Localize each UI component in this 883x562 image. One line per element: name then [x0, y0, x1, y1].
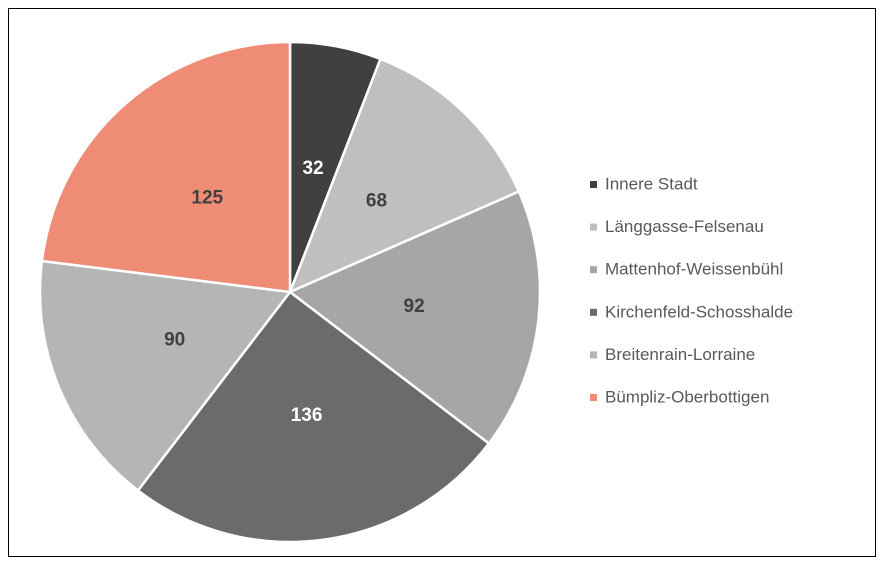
- pie-slice: [38, 259, 293, 493]
- data-label: 125: [191, 187, 223, 208]
- pie-slice: [136, 290, 491, 544]
- legend-label: Kirchenfeld-Schosshalde: [605, 302, 793, 321]
- legend-label: Bümpliz-Oberbottigen: [605, 387, 769, 406]
- legend-label: Breitenrain-Lorraine: [605, 345, 755, 364]
- data-label: 32: [302, 158, 323, 179]
- legend-label: Mattenhof-Weissenbühl: [605, 260, 783, 279]
- data-label: 90: [164, 329, 185, 350]
- legend-swatch: [590, 181, 597, 188]
- data-label: 92: [404, 296, 425, 317]
- legend-label: Länggasse-Felsenau: [605, 217, 764, 236]
- pie-slice: [287, 57, 521, 295]
- data-label: 68: [366, 191, 387, 212]
- legend-swatch: [590, 266, 597, 274]
- legend-swatch: [590, 351, 597, 359]
- legend-swatch: [590, 394, 597, 401]
- pie-slice: [40, 40, 292, 294]
- pie-slice: [287, 189, 542, 446]
- legend-swatch: [590, 223, 597, 231]
- legend-swatch: [590, 308, 597, 316]
- legend-label: Innere Stadt: [605, 174, 698, 193]
- data-label: 136: [291, 405, 323, 426]
